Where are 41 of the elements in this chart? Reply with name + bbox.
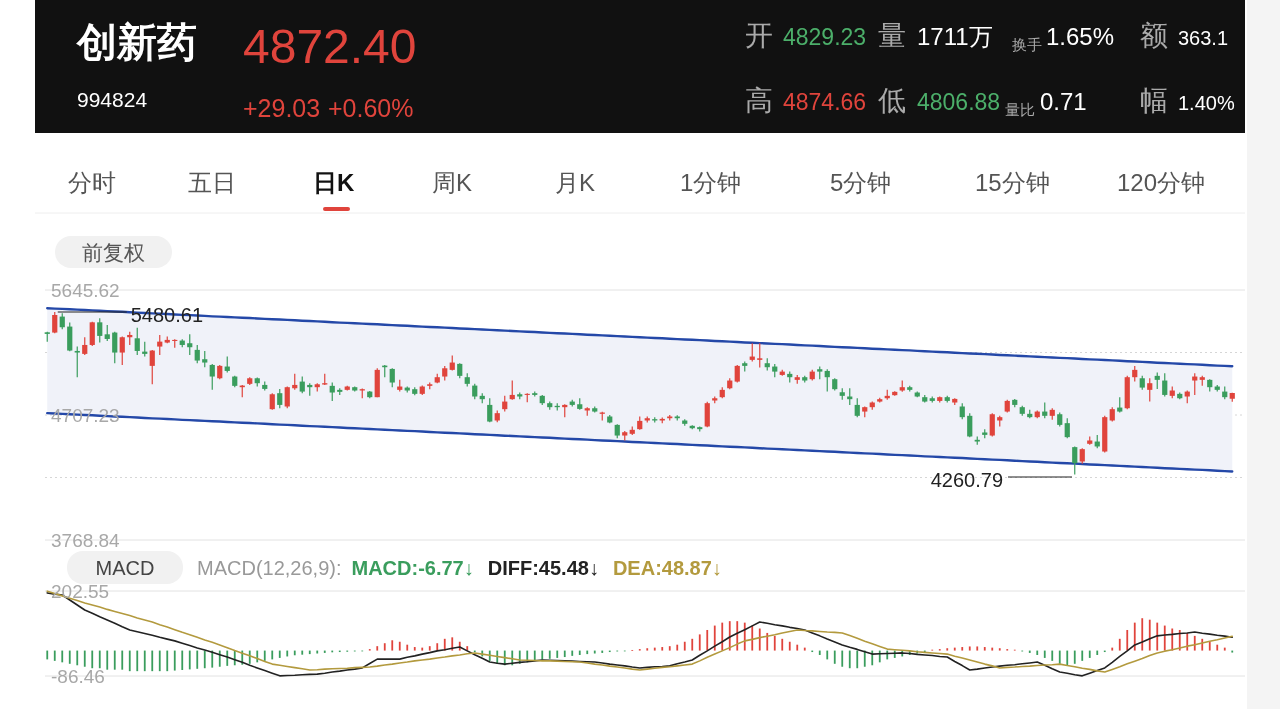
text: 5分钟: [830, 169, 892, 196]
text: +29.03: [243, 94, 321, 122]
text: 开: [745, 20, 773, 51]
text: 4806.88: [917, 89, 1001, 115]
y-tick-label: -86.46: [51, 665, 105, 687]
text: 日K: [313, 169, 355, 196]
text: 换手: [1012, 36, 1042, 53]
text: +0.60%: [328, 94, 414, 122]
text: 4874.66: [783, 89, 867, 115]
text: 额: [1140, 20, 1168, 51]
text: 120分钟: [1117, 169, 1206, 196]
annotation: 4260.79: [930, 469, 1003, 491]
text: 363.1: [1178, 27, 1229, 49]
text: 创新药: [76, 20, 197, 64]
text: 4872.40: [243, 20, 417, 73]
text: 994824: [77, 88, 148, 111]
text: 0.71: [1040, 88, 1087, 115]
text: MACD:-6.77↓: [351, 556, 474, 579]
text: 1.40%: [1178, 92, 1235, 114]
text: 月K: [555, 169, 596, 196]
y-tick-label: 202.55: [51, 580, 110, 602]
text: 1.65%: [1046, 23, 1115, 50]
text: 15分钟: [975, 169, 1050, 196]
text: 1711万: [917, 23, 993, 50]
text: 高: [745, 85, 773, 116]
text: 低: [878, 85, 906, 116]
text: DEA:48.87↓: [612, 556, 722, 579]
y-tick-label: 3768.84: [51, 529, 121, 551]
text: 量比: [1005, 101, 1035, 118]
text: 量: [878, 20, 906, 51]
chart-title: MACD: [95, 556, 155, 579]
chart-subtitle: MACD(12,26,9):: [197, 556, 342, 579]
text: 分时: [68, 169, 116, 196]
text: 4829.23: [783, 24, 867, 50]
text: DIFF:45.48↓: [487, 556, 599, 579]
text: 1分钟: [680, 169, 742, 196]
text: 幅: [1140, 85, 1168, 116]
text: 前复权: [81, 241, 145, 264]
text: 周K: [432, 169, 473, 196]
text: 五日: [188, 169, 236, 196]
y-tick-label: 5645.62: [51, 279, 120, 301]
